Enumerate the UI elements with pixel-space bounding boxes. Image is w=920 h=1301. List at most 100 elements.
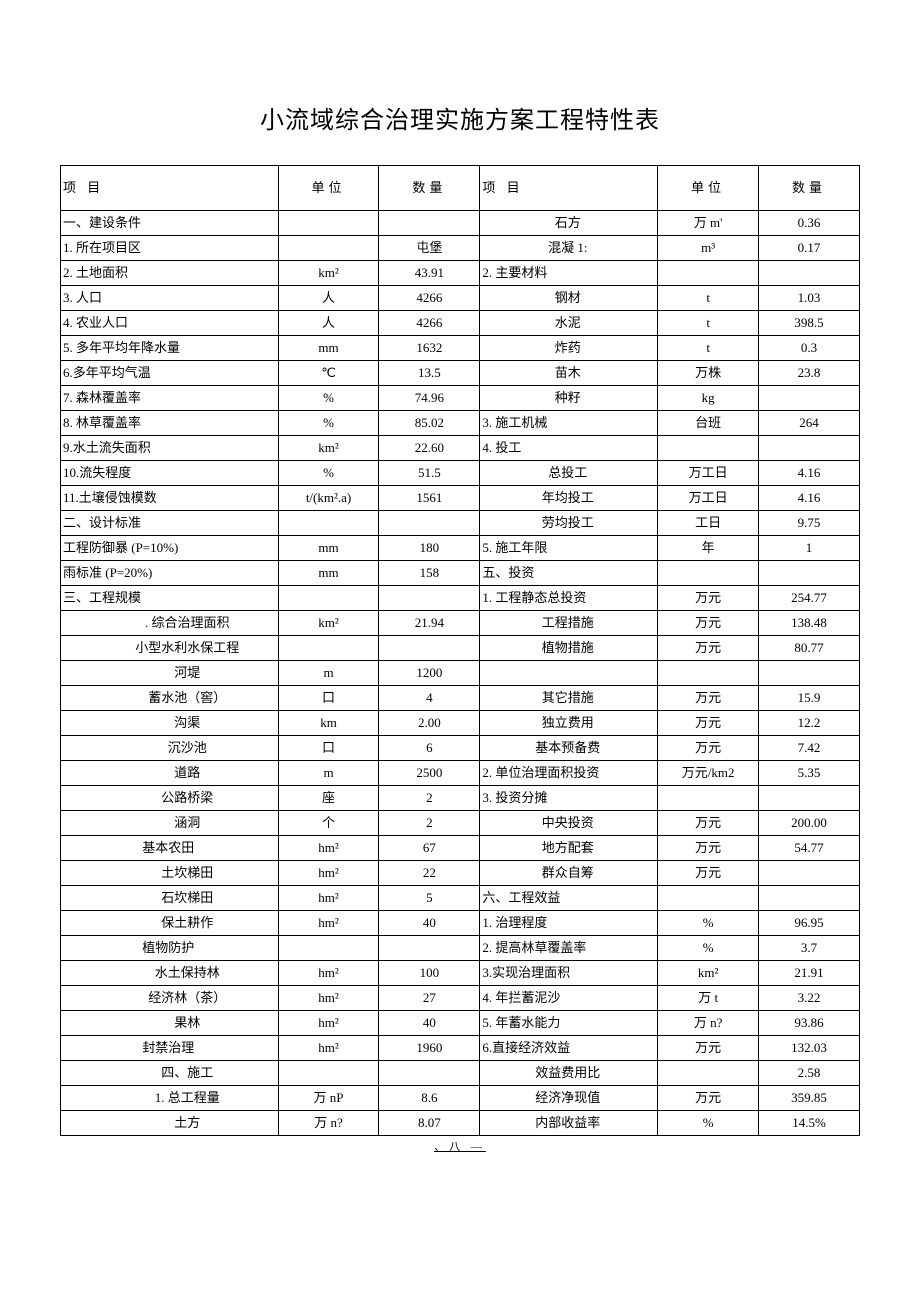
cell-unit-left: % [278,386,379,411]
cell-item-right: 2. 主要材料 [480,261,658,286]
cell-unit-left: hm² [278,911,379,936]
cell-qty-right: 15.9 [759,686,860,711]
cell-qty-right: 80.77 [759,636,860,661]
cell-unit-left [278,936,379,961]
cell-qty-left [379,511,480,536]
cell-unit-left: hm² [278,861,379,886]
cell-unit-right [658,436,759,461]
cell-item-left: 1. 总工程量 [61,1086,279,1111]
cell-qty-right: 23.8 [759,361,860,386]
cell-item-right: 基本预备费 [480,736,658,761]
table-row: 公路桥梁座23. 投资分摊 [61,786,860,811]
cell-item-right: 4. 投工 [480,436,658,461]
cell-unit-left [278,511,379,536]
cell-unit-right: % [658,911,759,936]
cell-item-left: 三、工程规模 [61,586,279,611]
cell-unit-left: m [278,761,379,786]
cell-qty-right [759,886,860,911]
cell-item-right: 独立费用 [480,711,658,736]
table-row: 1. 总工程量万 nP8.6经济净现值万元359.85 [61,1086,860,1111]
cell-qty-right [759,561,860,586]
cell-item-left: 保土耕作 [61,911,279,936]
header-item-left: 项 目 [61,166,279,211]
cell-unit-right [658,661,759,686]
table-row: 涵洞个2中央投资万元200.00 [61,811,860,836]
cell-item-right: 苗木 [480,361,658,386]
cell-unit-left: mm [278,336,379,361]
cell-item-left: 6.多年平均气温 [61,361,279,386]
cell-item-right: 炸药 [480,336,658,361]
cell-qty-left: 1561 [379,486,480,511]
table-row: 9.水土流失面积km²22.604. 投工 [61,436,860,461]
cell-unit-left [278,586,379,611]
table-row: 8. 林草覆盖率%85.023. 施工机械台班264 [61,411,860,436]
cell-qty-right: 0.36 [759,211,860,236]
table-row: 小型水利水保工程植物措施万元80.77 [61,636,860,661]
cell-item-left: 10.流失程度 [61,461,279,486]
cell-item-left: 9.水土流失面积 [61,436,279,461]
cell-unit-right [658,886,759,911]
cell-item-left: 7. 森林覆盖率 [61,386,279,411]
cell-unit-left: hm² [278,836,379,861]
cell-item-left: 5. 多年平均年降水量 [61,336,279,361]
cell-item-left: 1. 所在项目区 [61,236,279,261]
cell-item-left: 基本农田 [61,836,279,861]
cell-unit-left: m [278,661,379,686]
table-row: 经济林（茶）hm²274. 年拦蓄泥沙万 t3.22 [61,986,860,1011]
cell-qty-left: 2 [379,786,480,811]
cell-unit-left [278,636,379,661]
cell-unit-left [278,211,379,236]
table-row: 土方万 n?8.07内部收益率%14.5% [61,1111,860,1136]
cell-item-left: 水土保持林 [61,961,279,986]
cell-qty-left: 21.94 [379,611,480,636]
cell-item-left: 小型水利水保工程 [61,636,279,661]
cell-qty-left: 158 [379,561,480,586]
cell-qty-left: 屯堡 [379,236,480,261]
cell-item-right: 4. 年拦蓄泥沙 [480,986,658,1011]
cell-unit-right [658,786,759,811]
cell-unit-right: t [658,286,759,311]
cell-unit-right: t [658,336,759,361]
cell-unit-right: % [658,936,759,961]
cell-qty-right: 3.22 [759,986,860,1011]
cell-unit-left: 万 n? [278,1111,379,1136]
table-row: 4. 农业人口人4266水泥t398.5 [61,311,860,336]
cell-unit-left: hm² [278,1011,379,1036]
cell-qty-right: 12.2 [759,711,860,736]
header-qty-right: 数量 [759,166,860,211]
table-row: 封禁治理hm²19606.直接经济效益万元132.03 [61,1036,860,1061]
cell-qty-right [759,861,860,886]
cell-unit-right: 万元 [658,1086,759,1111]
cell-item-right: 混凝 1: [480,236,658,261]
table-row: . 综合治理面积km²21.94工程措施万元138.48 [61,611,860,636]
cell-qty-left: 1960 [379,1036,480,1061]
cell-item-right: 3. 施工机械 [480,411,658,436]
table-row: 水土保持林hm²1003.实现治理面积km²21.91 [61,961,860,986]
table-row: 保土耕作hm²401. 治理程度%96.95 [61,911,860,936]
cell-item-right: 总投工 [480,461,658,486]
cell-qty-left [379,1061,480,1086]
table-row: 石坎梯田hm²5六、工程效益 [61,886,860,911]
cell-unit-left: 个 [278,811,379,836]
cell-unit-left: km² [278,611,379,636]
cell-item-right: 工程措施 [480,611,658,636]
cell-item-left: 土方 [61,1111,279,1136]
cell-unit-right: % [658,1111,759,1136]
cell-qty-right: 0.17 [759,236,860,261]
cell-item-left: 果林 [61,1011,279,1036]
cell-unit-left: km² [278,261,379,286]
cell-item-left: 4. 农业人口 [61,311,279,336]
cell-qty-right [759,386,860,411]
cell-qty-right [759,436,860,461]
table-row: 二、设计标准劳均投工工日9.75 [61,511,860,536]
cell-qty-right: 200.00 [759,811,860,836]
cell-item-right: 3.实现治理面积 [480,961,658,986]
cell-item-right: 五、投资 [480,561,658,586]
cell-unit-right: 年 [658,536,759,561]
characteristics-table: 项 目 单位 数量 项 目 单位 数量 一、建设条件石方万 m'0.361. 所… [60,165,860,1136]
cell-unit-right: t [658,311,759,336]
cell-item-left: 二、设计标准 [61,511,279,536]
cell-qty-left [379,586,480,611]
cell-unit-left: mm [278,536,379,561]
cell-qty-left: 67 [379,836,480,861]
